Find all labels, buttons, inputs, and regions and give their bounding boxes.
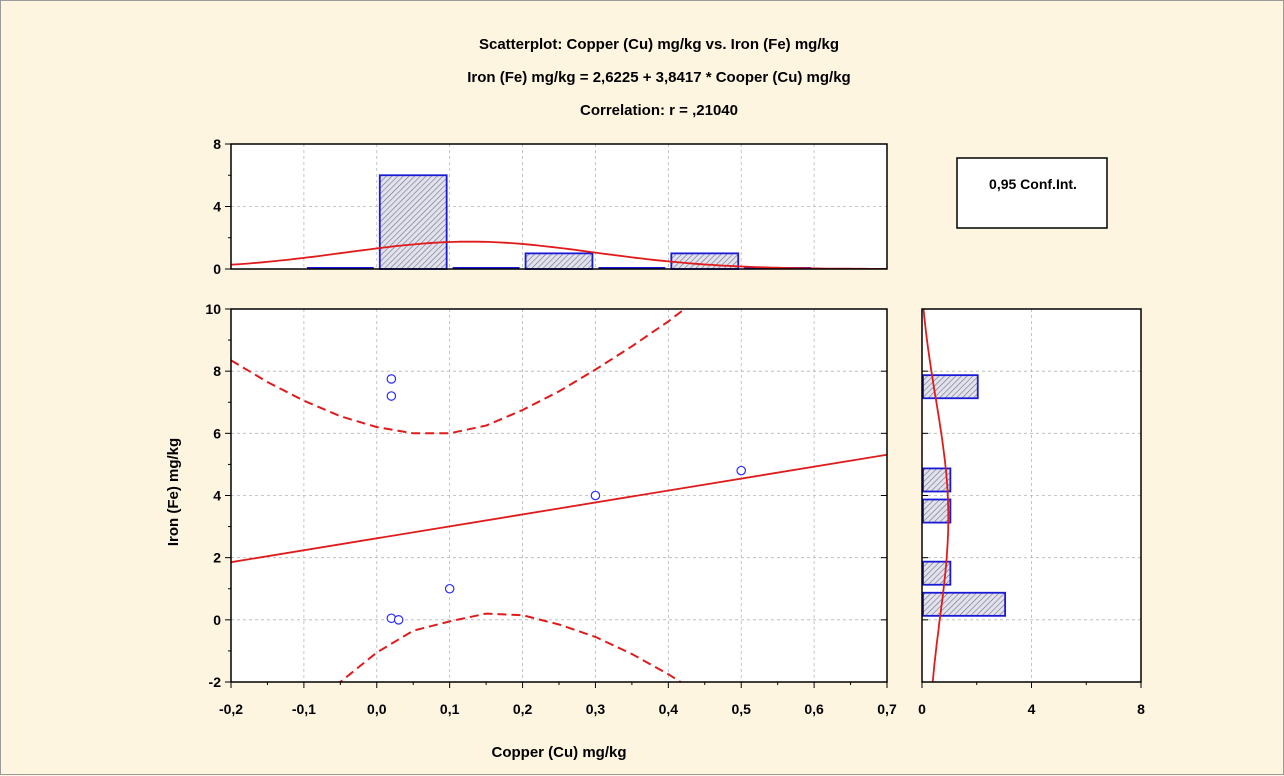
main-y-tick-label: -2 [209, 674, 222, 690]
chart-title-line-3: Correlation: r = ,21040 [580, 102, 738, 119]
main-x-tick-label: 0,2 [513, 701, 533, 717]
main-x-tick-label: -0,1 [292, 701, 316, 717]
top-hist-border [230, 143, 888, 270]
main-x-tick-label: 0,4 [659, 701, 679, 717]
data-point [590, 490, 601, 501]
top-y-tick-label: 0 [213, 261, 221, 277]
right-hist-bar [922, 467, 952, 493]
chart-titles: Scatterplot: Copper (Cu) mg/kg vs. Iron … [467, 36, 850, 119]
main-scatter-panel: -0,2 -0,1 0,0 0,1 0,2 0,3 0,4 0,5 0,6 0,7 -2 0 2 4 6 8 1… [205, 301, 897, 717]
x-axis-label: Copper (Cu) mg/kg [492, 744, 627, 761]
confidence-band-lower [338, 612, 683, 682]
confidence-band-upper [231, 309, 687, 435]
data-point [736, 465, 747, 476]
right-hist-border [921, 308, 1142, 683]
data-point [393, 615, 404, 625]
legend-box: 0,95 Conf.Int. [956, 157, 1108, 229]
main-x-tick-label: 0,7 [877, 701, 897, 717]
data-point [386, 391, 397, 401]
main-x-tick-label: 0,6 [804, 701, 824, 717]
data-point [386, 374, 397, 384]
main-y-tick-label: 10 [205, 301, 221, 317]
right-x-tick-label: 8 [1137, 701, 1145, 717]
right-hist-bar [922, 374, 979, 400]
legend-frame [956, 157, 1108, 229]
y-axis-label: Iron (Fe) mg/kg [165, 438, 182, 546]
data-point [444, 583, 455, 594]
right-hist-bar [922, 498, 952, 524]
main-plot-border [230, 308, 888, 683]
main-y-tick-label: 0 [213, 612, 221, 628]
right-x-tick-label: 0 [918, 701, 926, 717]
legend-label: 0,95 Conf.Int. [989, 176, 1077, 192]
top-histogram-panel: 0 4 8 [213, 136, 888, 277]
top-hist-bar [378, 174, 448, 270]
main-x-tick-label: 0,3 [586, 701, 606, 717]
top-y-tick-label: 4 [213, 199, 221, 215]
chart-title-line-2: Iron (Fe) mg/kg = 2,6225 + 3,8417 * Coop… [467, 69, 850, 86]
main-y-tick-label: 6 [213, 425, 221, 441]
right-histogram-panel: 0 4 8 [918, 308, 1145, 717]
right-normal-curve [922, 309, 950, 682]
regression-line [231, 453, 887, 564]
main-y-tick-label: 2 [213, 550, 221, 566]
top-y-tick-label: 8 [213, 136, 221, 152]
top-hist-bar [524, 252, 594, 270]
right-hist-bar [922, 591, 1007, 617]
right-hist-bar [922, 560, 952, 586]
main-y-tick-label: 8 [213, 363, 221, 379]
main-y-tick-label: 4 [213, 488, 221, 504]
right-x-tick-label: 4 [1028, 701, 1036, 717]
top-normal-curve [231, 240, 887, 269]
main-x-tick-label: 0,1 [440, 701, 460, 717]
chart-title-line-1: Scatterplot: Copper (Cu) mg/kg vs. Iron … [479, 36, 839, 53]
main-x-tick-label: 0,5 [731, 701, 751, 717]
main-x-tick-label: -0,2 [219, 701, 243, 717]
main-x-tick-label: 0,0 [367, 701, 387, 717]
